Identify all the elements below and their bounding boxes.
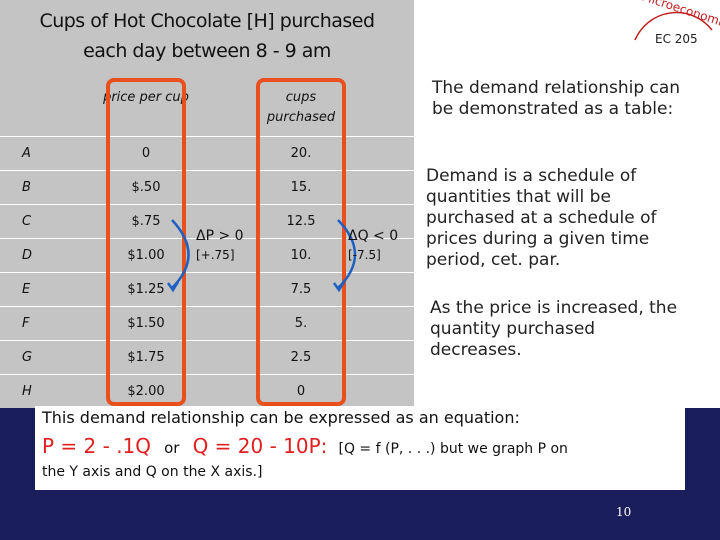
row-label: A [22, 146, 31, 161]
price-cell: $1.50 [127, 316, 165, 331]
price-change: ΔP > 0 [196, 228, 244, 244]
panel-definition: Demand is a schedule of quantities that … [426, 166, 657, 270]
row-label: H [22, 384, 32, 399]
quantity-cell: 10. [290, 248, 312, 263]
row-label: D [22, 248, 33, 263]
quantity-highlight [256, 78, 346, 406]
column-header: cups purchased [266, 90, 336, 125]
row-label: G [22, 350, 33, 365]
row-separator [0, 272, 414, 273]
row-separator [0, 374, 414, 375]
equation-or: or [164, 439, 180, 457]
equation: P = 2 - .1Q [42, 434, 152, 458]
price-cell: $2.00 [127, 384, 165, 399]
footer-text: This demand relationship can be expresse… [42, 408, 520, 427]
equation-line: P = 2 - .1Q or Q = 20 - 10P: [Q = f (P, … [42, 434, 568, 458]
quantity-cell: 2.5 [290, 350, 312, 365]
footer-note: the Y axis and Q on the X axis.] [42, 464, 263, 480]
arrow-head [166, 281, 180, 293]
logo-course: EC 205 [655, 32, 698, 46]
panel-intro: The demand relationship can be demonstra… [432, 78, 681, 119]
row-separator [0, 170, 414, 171]
logo-arc [634, 11, 713, 41]
row-separator [0, 136, 414, 137]
table-title: Cups of Hot Chocolate [H] purchased [39, 10, 375, 32]
price-change-value: [+.75] [196, 248, 235, 262]
equation: Q = 20 - 10P: [192, 434, 328, 458]
arrow-head [332, 281, 346, 293]
price-cell: $1.00 [127, 248, 165, 263]
row-label: C [22, 214, 32, 229]
price-cell: 0 [141, 146, 151, 161]
quantity-cell: 7.5 [290, 282, 312, 297]
row-separator [0, 306, 414, 307]
price-highlight [106, 78, 186, 406]
price-cell: $.50 [131, 180, 161, 195]
price-cell: $1.25 [127, 282, 165, 297]
price-cell: $1.75 [127, 350, 165, 365]
quantity-cell: 0 [296, 384, 306, 399]
arrow [337, 219, 357, 289]
quantity-cell: 12.5 [286, 214, 316, 229]
arrow [171, 219, 190, 289]
table-title: each day between 8 - 9 am [83, 40, 331, 62]
row-separator [0, 204, 414, 205]
row-label: B [22, 180, 31, 195]
footer-note: [Q = f (P, . . .) but we graph P on [338, 441, 568, 457]
quantity-cell: 5. [294, 316, 308, 331]
column-header: price per cup [103, 90, 189, 105]
quantity-cell: 20. [290, 146, 312, 161]
quantity-cell: 15. [290, 180, 312, 195]
page-number: 10 [616, 505, 632, 519]
footer-box [35, 406, 685, 490]
row-label: F [22, 316, 30, 331]
row-separator [0, 340, 414, 341]
quantity-change: ΔQ < 0 [348, 228, 399, 244]
row-separator [0, 238, 414, 239]
quantity-change-value: [-7.5] [348, 248, 381, 262]
row-label: E [22, 282, 31, 297]
price-cell: $.75 [131, 214, 161, 229]
panel-observation: As the price is increased, the quantity … [430, 298, 678, 360]
